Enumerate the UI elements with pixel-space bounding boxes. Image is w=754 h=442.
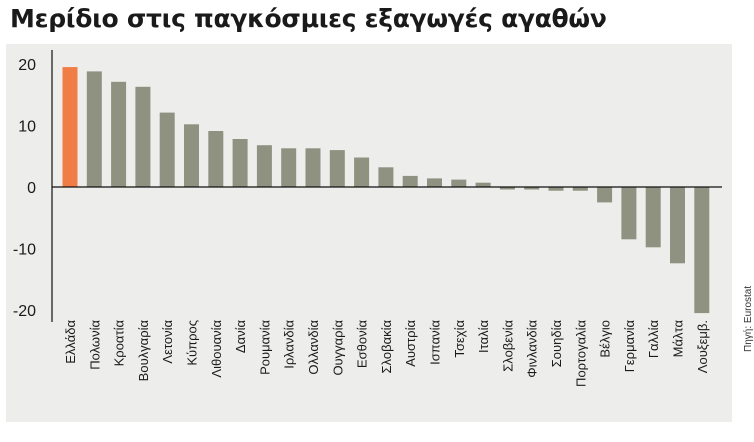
bar-15: [402, 175, 418, 187]
bar-13: [354, 157, 370, 187]
category-label-8: Δανία: [233, 320, 248, 354]
category-label-21: Σουηδία: [549, 320, 564, 368]
category-label-19: Σλοβενία: [500, 320, 515, 372]
bar-6: [184, 124, 199, 187]
category-label-6: Κύπρος: [185, 320, 200, 366]
bar-16: [427, 178, 442, 187]
bar-3: [111, 81, 127, 187]
bar-23: [597, 187, 613, 203]
bar-5: [159, 112, 175, 187]
category-label-26: Μάλτα: [671, 320, 686, 358]
chart-title: Μερίδιο στις παγκόσμιες εξαγωγές αγαθών: [10, 4, 607, 33]
bar-1: [62, 67, 78, 187]
bar-25: [645, 187, 661, 248]
category-label-13: Εσθονία: [355, 320, 370, 369]
category-label-5: Λετονία: [160, 320, 175, 364]
category-label-24: Γερμανία: [622, 320, 637, 373]
category-label-15: Αυστρία: [403, 320, 418, 367]
bar-11: [305, 148, 321, 187]
bar-21: [548, 187, 564, 191]
category-label-7: Λιθουανία: [209, 320, 224, 378]
category-label-20: Φινλανδία: [525, 320, 540, 378]
bar-4: [135, 86, 151, 187]
category-label-2: Πολωνία: [87, 320, 102, 370]
bar-17: [451, 179, 467, 187]
y-tick-label: 20: [18, 57, 36, 74]
category-label-27: Λουξεμβ.: [695, 320, 710, 373]
category-label-25: Γαλλία: [646, 320, 661, 359]
category-label-18: Ιταλία: [476, 320, 491, 353]
y-tick-label: -10: [13, 242, 36, 259]
category-label-4: Βουλγαρία: [136, 320, 151, 382]
category-label-22: Πορτογαλία: [573, 320, 588, 387]
bar-8: [232, 139, 248, 187]
category-label-16: Ισπανία: [428, 320, 443, 365]
bar-9: [256, 145, 272, 187]
bar-26: [670, 187, 685, 264]
bar-19: [499, 187, 515, 190]
bar-12: [329, 150, 345, 187]
y-tick-label: -20: [13, 303, 36, 320]
category-label-14: Σλοβακία: [379, 320, 394, 374]
bar-27: [694, 187, 710, 314]
category-label-9: Ρουμανία: [257, 320, 272, 375]
category-label-17: Τσεχία: [452, 320, 467, 358]
y-tick-label: 0: [27, 180, 36, 197]
y-tick-label: 10: [18, 119, 36, 136]
bar-20: [524, 187, 540, 190]
bar-2: [86, 71, 102, 187]
bar-24: [621, 187, 637, 240]
bar-18: [475, 182, 491, 187]
category-label-23: Βέλγιο: [598, 320, 613, 358]
source-note: Πηγή: Eurostat: [743, 285, 754, 352]
category-label-3: Κροατία: [112, 320, 127, 367]
bar-10: [281, 148, 297, 187]
category-label-1: Ελλάδα: [63, 320, 78, 364]
bar-22: [572, 187, 588, 191]
bar-7: [208, 131, 224, 187]
bar-14: [378, 167, 394, 187]
category-label-12: Ουγγαρία: [330, 320, 345, 376]
category-label-10: Ιρλανδία: [282, 320, 297, 369]
chart-panel: [6, 44, 732, 422]
category-label-11: Ολλανδία: [306, 320, 321, 375]
